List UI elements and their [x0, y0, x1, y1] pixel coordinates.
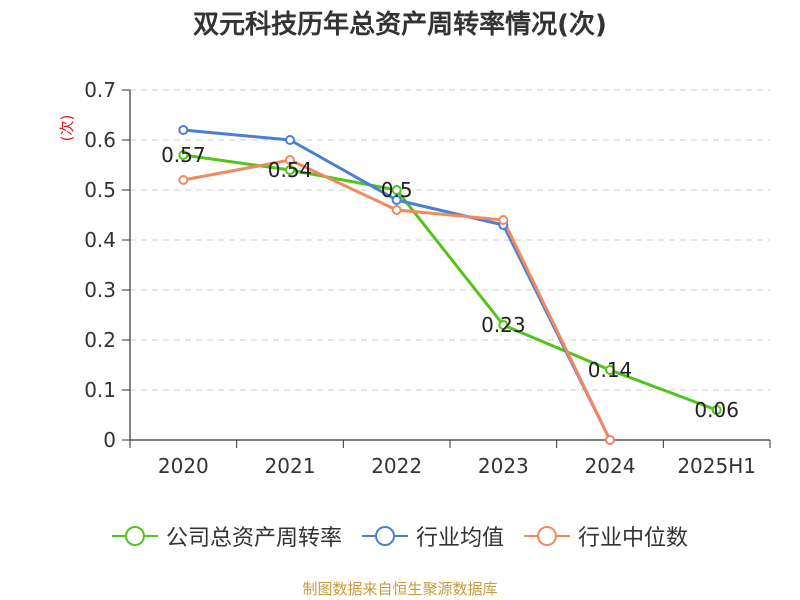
data-point-2 [498, 215, 509, 225]
data-label: 0.57 [161, 143, 206, 167]
y-tick-label: 0.4 [84, 228, 116, 252]
legend-item-industry-median[interactable]: 行业中位数 [524, 520, 688, 552]
legend-item-industry-mean[interactable]: 行业均值 [361, 520, 504, 552]
y-tick-label: 0.6 [84, 128, 116, 152]
legend-swatch-industry-median-icon [524, 524, 570, 548]
legend-swatch-industry-mean-icon [361, 524, 408, 548]
legend-swatch-company-icon [111, 524, 158, 548]
data-point-2 [391, 205, 402, 215]
data-point-1 [285, 135, 295, 145]
series-line-1 [183, 128, 612, 441]
y-tick-label: 0.5 [84, 178, 116, 202]
series-line-0 [183, 153, 718, 412]
data-point-0 [178, 150, 189, 160]
x-tick-label: 2022 [371, 454, 422, 478]
x-tick-label: 2020 [158, 454, 209, 478]
data-point-0 [605, 365, 615, 375]
data-point-0 [498, 320, 509, 330]
y-axis-unit-label: (次) [58, 115, 76, 142]
y-tick-label: 0.3 [84, 278, 116, 302]
data-source-note: 制图数据来自恒生聚源数据库 [302, 580, 498, 598]
x-tick-label: 2024 [585, 454, 636, 478]
legend-label-industry-mean: 行业均值 [415, 526, 504, 551]
data-point-1 [178, 125, 189, 135]
y-tick-label: 0.7 [84, 78, 116, 102]
data-point-0 [391, 185, 402, 195]
y-tick-label: 0.2 [84, 328, 116, 352]
data-label: 0.54 [268, 158, 313, 182]
legend: 公司总资产周转率 行业均值 行业中位数 [0, 520, 800, 552]
y-tick-label: 0 [103, 428, 116, 452]
x-tick-label: 2025H1 [677, 454, 756, 478]
data-label: 0.06 [694, 398, 739, 422]
data-point-2 [605, 435, 615, 445]
data-label: 0.23 [481, 313, 526, 337]
chart-title: 双元科技历年总资产周转率情况(次) [193, 10, 607, 40]
data-point-1 [391, 195, 402, 205]
data-label: 0.14 [588, 358, 633, 382]
legend-item-company[interactable]: 公司总资产周转率 [111, 520, 342, 552]
legend-label-industry-median: 行业中位数 [578, 526, 689, 551]
y-tick-label: 0.1 [84, 378, 116, 402]
data-label: 0.5 [381, 178, 413, 202]
x-tick-label: 2023 [478, 454, 529, 478]
data-point-2 [178, 175, 189, 185]
x-tick-label: 2021 [265, 454, 316, 478]
data-point-2 [285, 155, 295, 165]
data-point-0 [711, 405, 722, 415]
legend-label-company: 公司总资产周转率 [165, 526, 342, 551]
data-point-0 [285, 165, 295, 175]
